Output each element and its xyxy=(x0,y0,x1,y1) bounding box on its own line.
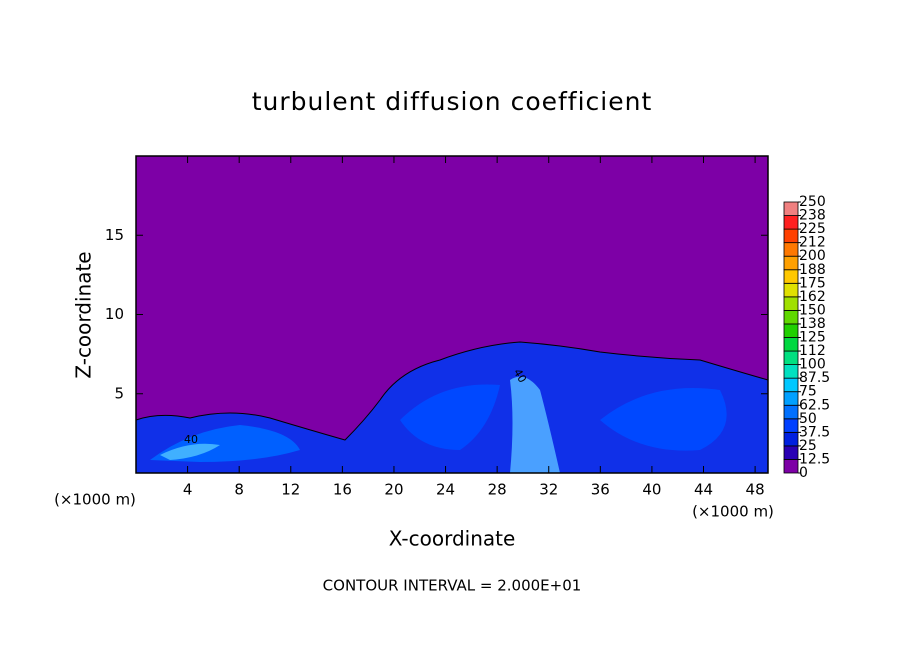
colorbar-label: 212 xyxy=(799,235,826,251)
colorbar-swatch xyxy=(783,201,799,216)
colorbar-swatch xyxy=(783,350,799,365)
colorbar-label: 175 xyxy=(799,275,826,291)
x-tick-label: 48 xyxy=(746,481,765,499)
colorbar-swatch xyxy=(783,323,799,338)
colorbar-label: 37.5 xyxy=(799,424,830,440)
x-unit-label: (×1000 m) xyxy=(54,491,136,509)
x-tick-label: 20 xyxy=(384,481,403,499)
x-tick-label: 36 xyxy=(591,481,610,499)
colorbar-label: 25 xyxy=(799,438,817,454)
y-tick-label: 5 xyxy=(114,384,124,402)
colorbar-swatch xyxy=(783,296,799,311)
colorbar-swatch xyxy=(783,364,799,379)
footnote: CONTOUR INTERVAL = 2.000E+01 xyxy=(323,577,582,595)
colorbar-swatch xyxy=(783,404,799,420)
x-tick-label: 12 xyxy=(281,481,300,499)
chart-title: turbulent diffusion coefficient xyxy=(252,87,653,116)
colorbar-label: 62.5 xyxy=(799,397,830,413)
x-tick-label: 4 xyxy=(183,481,193,499)
colorbar-swatch xyxy=(783,269,799,284)
y-tick-label: 15 xyxy=(105,226,124,244)
colorbar-swatch xyxy=(783,255,799,271)
colorbar-label: 162 xyxy=(799,289,826,305)
x-unit-label: (×1000 m) xyxy=(692,503,774,521)
colorbar-swatch xyxy=(783,391,799,406)
colorbar-swatch xyxy=(783,309,799,325)
x-tick-label: 44 xyxy=(694,481,713,499)
colorbar-swatch xyxy=(783,215,799,230)
field-region xyxy=(160,443,220,460)
colorbar-label: 200 xyxy=(799,248,826,264)
y-tick-label: 10 xyxy=(105,305,124,323)
colorbar-swatch xyxy=(783,337,799,352)
x-axis-label: X-coordinate xyxy=(389,527,516,551)
colorbar-label: 150 xyxy=(799,302,826,318)
colorbar-label: 238 xyxy=(799,208,826,224)
y-axis-label: Z-coordinate xyxy=(72,251,96,378)
colorbar-label: 87.5 xyxy=(799,370,830,386)
colorbar-swatch xyxy=(783,242,799,257)
contour-label: 40 xyxy=(511,367,529,386)
colorbar-label: 138 xyxy=(799,316,826,332)
x-tick-label: 8 xyxy=(234,481,244,499)
x-tick-label: 16 xyxy=(333,481,352,499)
field-region xyxy=(510,376,560,473)
field: 40 40 xyxy=(135,156,769,474)
colorbar-label: 225 xyxy=(799,221,826,237)
x-tick-label: 24 xyxy=(436,481,455,499)
colorbar-label: 0 xyxy=(799,465,808,481)
colorbar-label: 112 xyxy=(799,343,826,359)
colorbar-swatch xyxy=(783,418,799,433)
colorbar-label: 125 xyxy=(799,330,826,346)
colorbar-label: 188 xyxy=(799,262,826,278)
colorbar-swatch xyxy=(783,445,799,460)
colorbar-swatch xyxy=(783,431,799,447)
x-tick-label: 40 xyxy=(642,481,661,499)
colorbar-label: 75 xyxy=(799,384,817,400)
field-region xyxy=(400,384,500,450)
colorbar-swatch xyxy=(783,282,799,298)
contour-label: 40 xyxy=(184,433,198,446)
colorbar-swatch xyxy=(783,377,799,393)
colorbar-label: 50 xyxy=(799,411,817,427)
colorbar-swatch xyxy=(783,459,799,474)
field-region xyxy=(600,388,727,451)
colorbar-swatch xyxy=(783,228,799,244)
x-tick-label: 32 xyxy=(539,481,558,499)
colorbar-label: 100 xyxy=(799,357,826,373)
colorbar-label: 12.5 xyxy=(799,451,830,467)
x-tick-label: 28 xyxy=(488,481,507,499)
colorbar-label: 250 xyxy=(799,194,826,210)
